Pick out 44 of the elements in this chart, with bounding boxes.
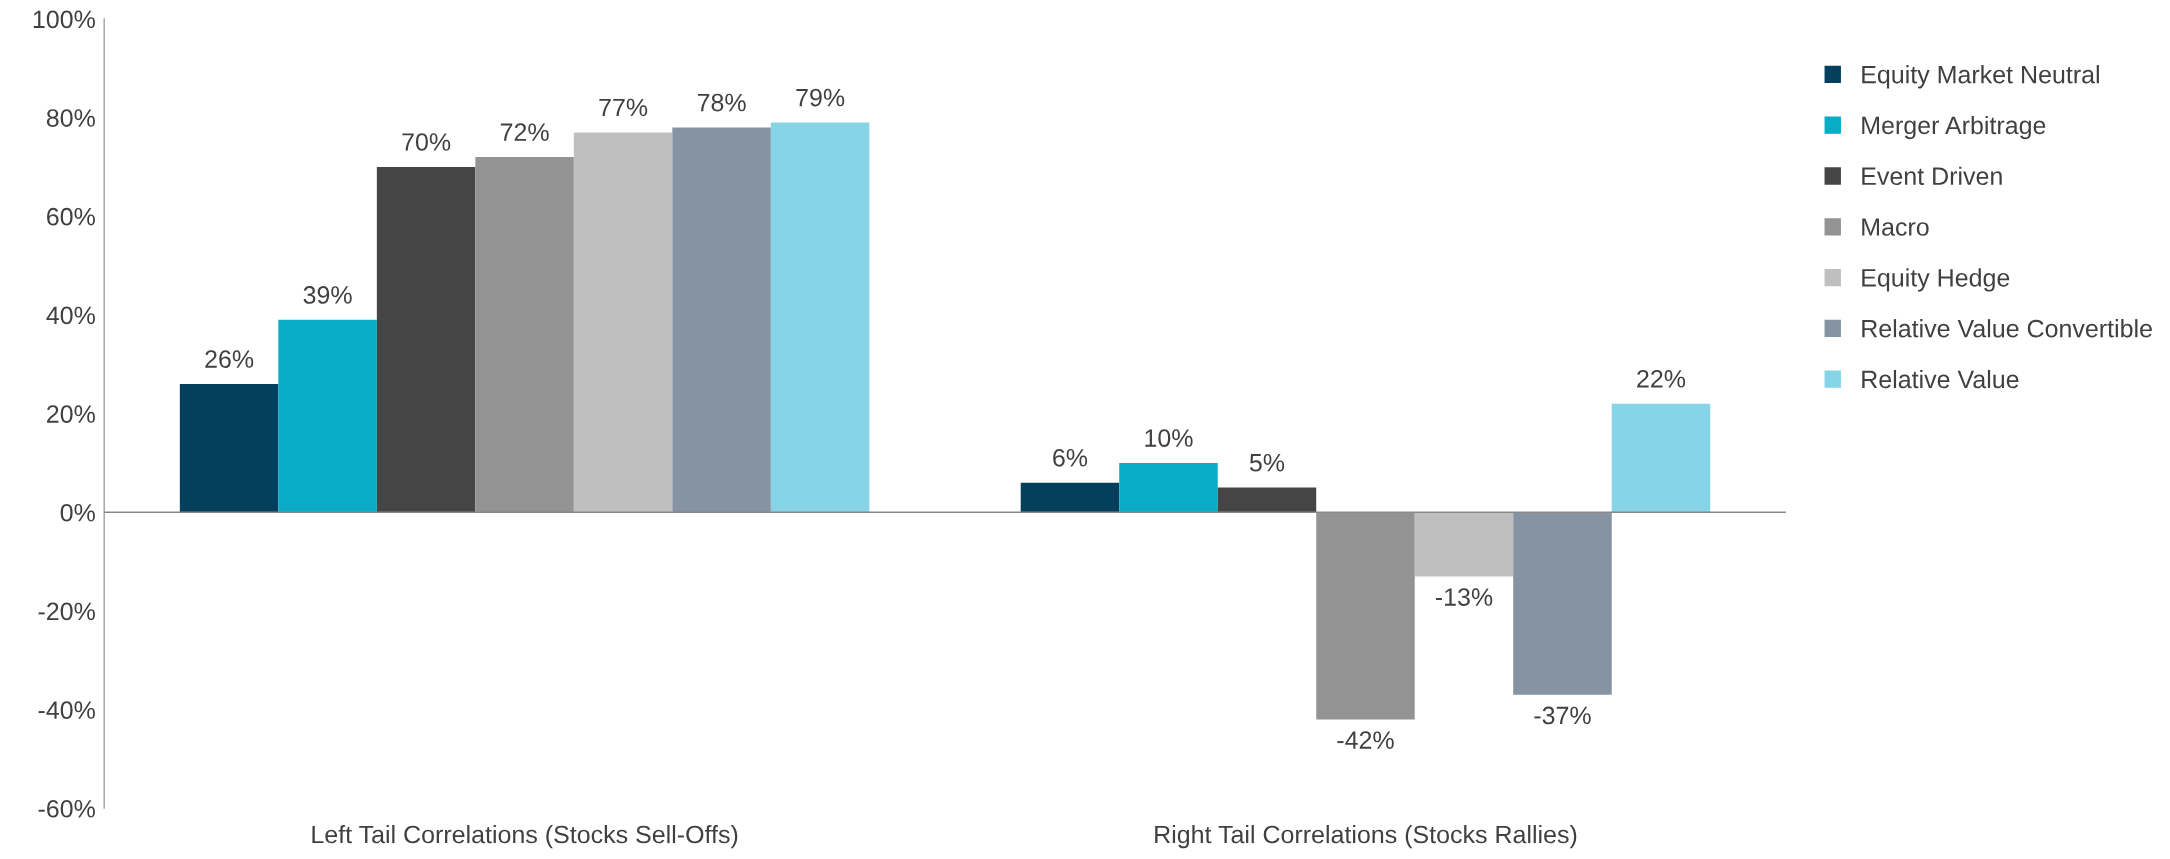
data-label: 77% [599,98,648,117]
data-label: -37% [1534,706,1591,725]
y-tick-label: 100% [33,10,95,29]
bar [1119,462,1218,513]
x-tick-label: Left Tail Correlations (Stocks Sell-Offs) [312,824,738,849]
data-label: 5% [1249,453,1285,472]
bar [376,166,476,513]
y-tick-label: 40% [46,306,95,325]
legend-label: Equity Market Neutral [1862,65,2099,89]
bar [278,319,377,513]
data-label: -13% [1435,588,1493,606]
bar [1020,482,1120,513]
legend-label: Relative Value Convertible [1862,319,2152,338]
bar [1217,487,1317,513]
legend-label: Equity Hedge [1862,268,2010,292]
bar [1414,512,1514,577]
y-tick-label: -20% [38,602,95,621]
bar [1513,512,1612,695]
data-label: 39% [303,286,352,304]
bar [179,384,279,513]
y-tick-label: 80% [46,109,95,127]
bar [672,127,771,513]
x-tick-label: Right Tail Correlations (Stocks Rallies) [1155,824,1577,849]
y-tick-label: 0% [60,503,95,522]
data-label: 79% [796,88,845,107]
data-label: 78% [697,93,746,112]
data-label: 10% [1145,429,1193,447]
data-label: 6% [1053,448,1088,467]
y-tick-label: 20% [47,405,95,423]
data-label: 70% [402,133,451,151]
legend-label: Macro [1862,218,1929,236]
legend-label: Relative Value [1862,369,2019,389]
y-tick-label: 60% [47,207,95,226]
legend-label: Merger Arbitrage [1862,115,2046,140]
data-label: 26% [205,350,254,368]
data-label: 22% [1637,369,1686,388]
bar [573,132,673,513]
data-label: 72% [500,123,549,141]
bar [770,122,870,513]
y-tick-label: -60% [38,799,95,818]
data-label: -42% [1337,731,1394,749]
y-tick-label: -40% [38,701,95,719]
bar [1611,403,1711,513]
legend-label: Event Driven [1862,166,2002,186]
